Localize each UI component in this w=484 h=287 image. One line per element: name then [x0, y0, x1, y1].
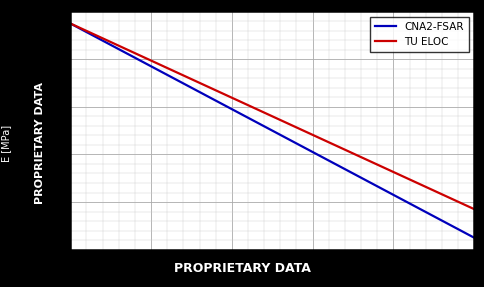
Text: E [MPa]: E [MPa] — [1, 125, 11, 162]
Text: PROPRIETARY DATA: PROPRIETARY DATA — [174, 262, 310, 275]
Text: PROPRIETARY DATA: PROPRIETARY DATA — [35, 82, 45, 205]
Legend: CNA2-FSAR, TU ELOC: CNA2-FSAR, TU ELOC — [370, 17, 469, 52]
